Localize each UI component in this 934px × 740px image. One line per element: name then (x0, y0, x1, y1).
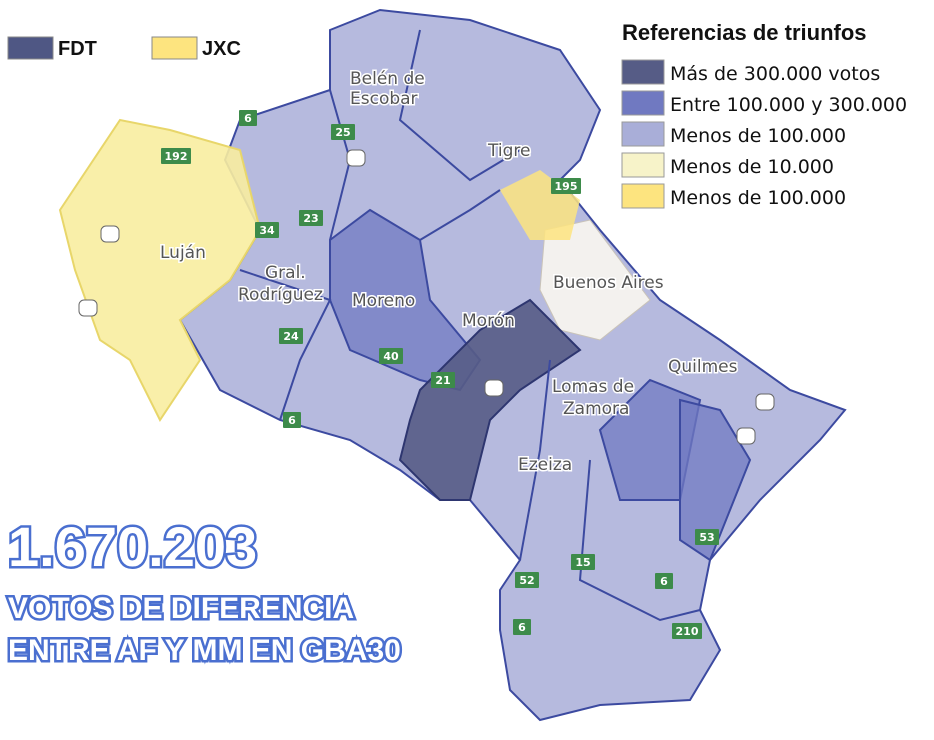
road-number: 24 (283, 330, 299, 343)
road-sign (513, 619, 531, 635)
road-number: 192 (165, 150, 188, 163)
road-sign (100, 225, 120, 243)
road-number: 1 (761, 396, 769, 409)
road-sign (551, 178, 581, 194)
road-sign (379, 348, 403, 364)
road-number: 34 (259, 224, 275, 237)
road-sign (283, 412, 301, 428)
border (578, 459, 701, 622)
headline-line: VOTOS DE DIFERENCIA (8, 592, 354, 625)
legend-title: Referencias de triunfos (622, 20, 867, 45)
road-sign (239, 110, 257, 126)
road-number: 2 (742, 430, 750, 443)
road-number: 23 (303, 212, 318, 225)
road-sign (346, 149, 366, 167)
legend-swatch (621, 152, 665, 178)
road-sign (78, 299, 98, 317)
road-sign (515, 572, 539, 588)
road-sign (755, 393, 775, 411)
road-sign (431, 372, 455, 388)
legend-label: Menos de 10.000 (670, 156, 834, 178)
road-sign (655, 573, 673, 589)
border (239, 269, 332, 421)
border (419, 189, 501, 241)
road-sign (736, 427, 756, 445)
south-region (679, 398, 752, 562)
place-label: Gral. (265, 263, 306, 283)
road-number: 195 (555, 180, 578, 193)
city-region (539, 219, 651, 341)
road-sign (161, 148, 191, 164)
place-label: Moreno (352, 291, 415, 311)
legend-swatch (621, 90, 665, 116)
road-sign (695, 529, 719, 545)
road-number: 25 (335, 126, 350, 139)
matanza-region (398, 298, 582, 501)
headline-line: ENTRE AF Y MM EN GBA30 (8, 634, 401, 667)
place-label: Buenos Aires (553, 273, 664, 293)
road-sign (484, 379, 504, 397)
road-number: 21 (435, 374, 450, 387)
lujan-region (58, 118, 262, 422)
place-label: Lomas de (552, 377, 634, 397)
legend-swatch (621, 121, 665, 147)
party-label: FDT (58, 38, 97, 60)
place-label: Escobar (350, 89, 418, 109)
road-number: 8 (352, 152, 360, 165)
road-number: 53 (699, 531, 714, 544)
place-label: Ezeiza (518, 455, 572, 475)
place-label: Tigre (487, 141, 530, 161)
road-number: 15 (575, 556, 590, 569)
legend-label: Menos de 100.000 (670, 125, 846, 147)
road-sign (279, 328, 303, 344)
place-label: Quilmes (668, 357, 738, 377)
place-label: Morón (462, 311, 515, 331)
legend-label: Entre 100.000 y 300.000 (670, 94, 907, 116)
place-label: Belén de (350, 69, 425, 89)
place-label: Luján (160, 243, 206, 263)
place-label: Zamora (563, 399, 629, 419)
road-sign (331, 124, 355, 140)
road-number: 210 (676, 625, 699, 638)
party-swatch (151, 36, 198, 60)
road-number: 40 (383, 350, 399, 363)
road-sign (672, 623, 702, 639)
road-number: 5 (84, 302, 92, 315)
road-sign (571, 554, 595, 570)
legend-label: Menos de 100.000 (670, 187, 846, 209)
road-number: 6 (660, 575, 668, 588)
border (519, 359, 551, 561)
legend-label: Más de 300.000 votos (670, 63, 880, 85)
legend-swatch (621, 183, 665, 209)
road-number: 6 (518, 621, 526, 634)
road-number: 3 (490, 382, 498, 395)
headline-number: 1.670.203 (8, 515, 257, 578)
party-label: JXC (202, 38, 241, 60)
border (398, 29, 521, 182)
party-swatch (7, 36, 54, 60)
legend-swatch (621, 59, 665, 85)
road-number: 7 (106, 228, 114, 241)
road-number: 6 (288, 414, 296, 427)
place-label: Rodríguez (238, 285, 323, 305)
road-number: 6 (244, 112, 252, 125)
road-sign (299, 210, 323, 226)
road-number: 52 (519, 574, 534, 587)
road-sign (255, 222, 279, 238)
